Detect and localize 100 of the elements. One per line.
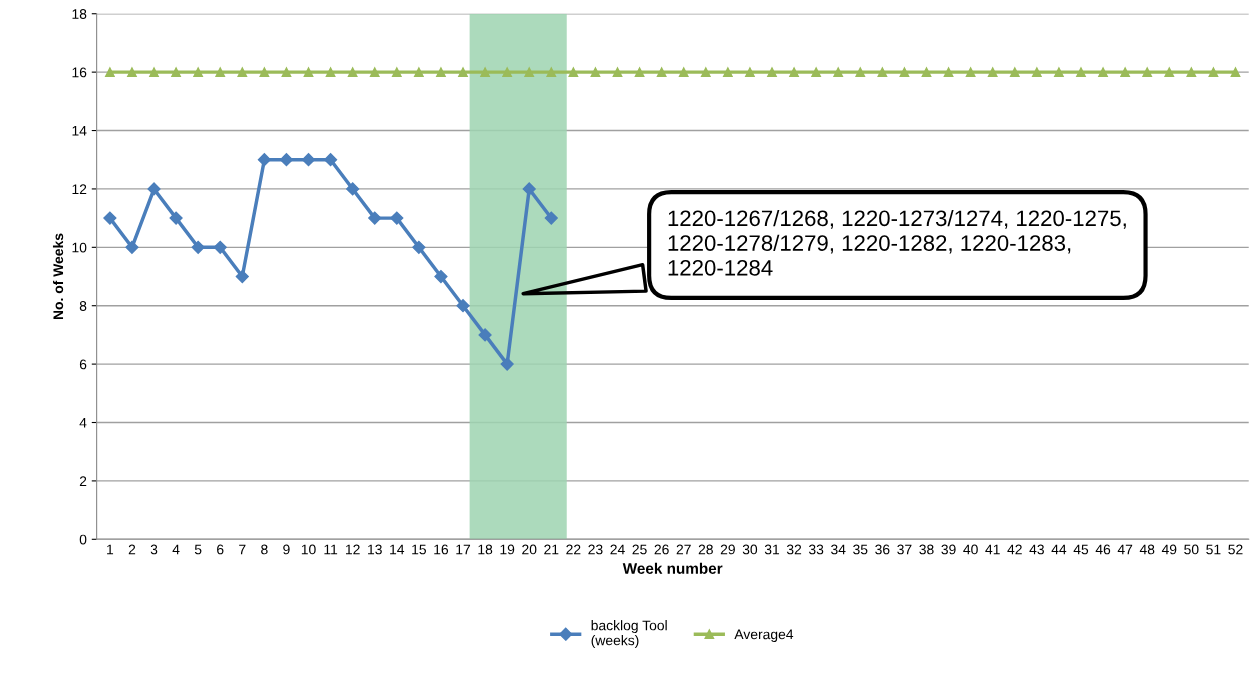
point <box>1031 67 1042 77</box>
point <box>656 67 667 77</box>
point <box>169 211 183 225</box>
x-tick-label: 47 <box>1117 544 1133 555</box>
x-tick-label: 44 <box>1051 544 1067 555</box>
x-tick-label: 36 <box>875 544 890 555</box>
point <box>237 67 248 77</box>
x-tick-label: 32 <box>786 544 802 555</box>
point <box>478 328 492 342</box>
point <box>281 67 292 77</box>
point <box>524 67 535 77</box>
point <box>522 182 536 196</box>
x-tick-label: 29 <box>720 544 735 555</box>
point <box>1186 67 1197 77</box>
point <box>105 67 115 77</box>
point <box>171 67 181 77</box>
x-tick-label: 28 <box>698 544 713 555</box>
legend-label: Average4 <box>734 629 794 642</box>
x-tick-label: 39 <box>941 544 956 555</box>
point <box>193 67 204 77</box>
x-tick-label: 26 <box>654 544 669 555</box>
x-tick-label: 51 <box>1206 544 1221 555</box>
x-tick-label: 35 <box>853 544 868 555</box>
point <box>1164 67 1175 77</box>
x-tick-label: 34 <box>831 544 846 555</box>
x-tick-label: 38 <box>919 544 934 555</box>
point <box>257 153 271 167</box>
x-tick-label: 50 <box>1184 544 1199 555</box>
point <box>414 67 424 77</box>
legend-label: backlog Tool (weeks) <box>591 620 667 649</box>
point <box>1142 67 1153 77</box>
x-tick-label: 10 <box>301 544 316 555</box>
point <box>500 357 514 371</box>
point <box>436 67 446 77</box>
point <box>412 240 426 254</box>
x-tick-label: 27 <box>676 544 691 555</box>
x-tick-label: 14 <box>390 544 405 555</box>
y-tick-label: 8 <box>79 301 87 311</box>
point <box>546 67 557 77</box>
point <box>303 67 314 77</box>
y-tick-label: 4 <box>79 417 87 428</box>
x-tick-label: 9 <box>283 544 290 555</box>
y-axis-title: No. of Weeks <box>52 233 64 320</box>
x-tick-label: 4 <box>172 544 180 555</box>
point <box>612 67 623 77</box>
x-tick-label: 19 <box>500 544 515 555</box>
x-tick-label: 8 <box>261 544 268 555</box>
annotation: 1220-1267/1268, 1220-1273/1274, 1220-1275, 1220-1278/1279, 1220-1282, 1220-1283, 1220-1284 <box>668 209 1126 276</box>
point <box>149 67 159 77</box>
x-tick-label: 45 <box>1073 544 1089 555</box>
point <box>1098 67 1108 77</box>
x-tick-label: 49 <box>1161 544 1177 555</box>
x-tick-label: 46 <box>1095 544 1111 555</box>
x-tick-label: 21 <box>544 544 559 555</box>
x-tick-label: 7 <box>239 544 246 555</box>
point <box>568 67 579 77</box>
point <box>855 67 866 77</box>
x-tick-label: 25 <box>632 544 647 555</box>
point <box>590 67 601 77</box>
x-tick-label: 2 <box>128 544 136 555</box>
point <box>700 67 711 77</box>
x-tick-label: 13 <box>368 544 382 555</box>
point <box>147 182 161 196</box>
point <box>1230 67 1241 77</box>
point <box>391 67 402 77</box>
y-tick-label: 18 <box>72 9 87 19</box>
point <box>325 67 336 77</box>
x-tick-label: 52 <box>1228 544 1243 555</box>
point <box>943 67 954 77</box>
x-tick-label: 41 <box>985 544 1000 555</box>
point <box>678 67 689 77</box>
point <box>899 67 910 77</box>
y-tick-label: 12 <box>72 184 87 194</box>
x-tick-label: 42 <box>1007 544 1022 555</box>
point <box>125 240 139 254</box>
x-tick-label: 37 <box>897 544 912 555</box>
x-tick-label: 22 <box>566 544 581 555</box>
x-tick-label: 12 <box>345 544 360 555</box>
point <box>347 67 358 77</box>
point <box>235 269 249 284</box>
x-tick-label: 3 <box>150 544 158 555</box>
x-tick-label: 11 <box>324 544 338 555</box>
x-tick-label: 30 <box>742 544 758 555</box>
point <box>390 211 404 225</box>
point <box>279 153 294 167</box>
point <box>368 211 382 225</box>
y-tick-label: 10 <box>72 242 87 253</box>
point <box>191 240 205 254</box>
x-tick-label: 15 <box>412 544 427 555</box>
point <box>745 67 755 77</box>
point <box>789 67 799 77</box>
x-tick-label: 20 <box>522 544 537 555</box>
point <box>965 67 976 77</box>
point <box>1120 67 1130 77</box>
point <box>1054 67 1064 77</box>
x-axis-title: Week number <box>622 562 723 574</box>
point <box>103 211 117 225</box>
x-tick-label: 5 <box>194 544 202 555</box>
point <box>877 67 888 77</box>
point <box>722 67 733 77</box>
